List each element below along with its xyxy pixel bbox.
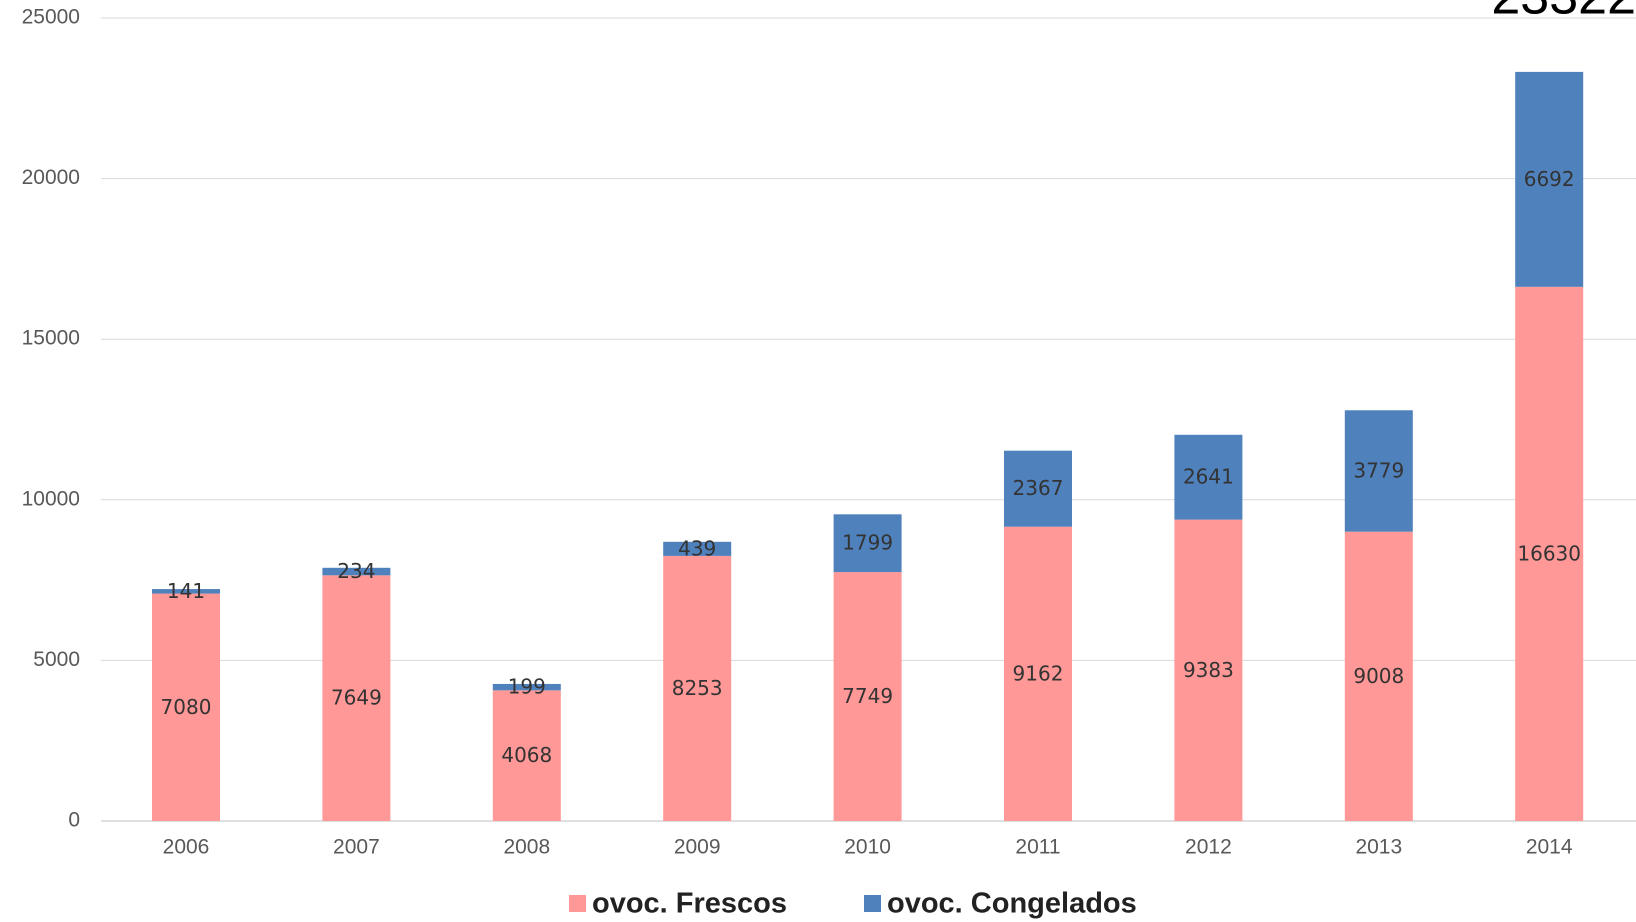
bar-segment: [1004, 526, 1072, 821]
legend-label: ovoc. Frescos: [592, 888, 787, 920]
x-tick-label: 2013: [1355, 836, 1402, 859]
bar-segment: [1174, 434, 1243, 520]
value-label: 234: [337, 559, 375, 583]
x-tick-label: 2011: [1015, 836, 1060, 859]
value-label: 4068: [501, 743, 552, 767]
value-label: 9162: [1013, 661, 1064, 685]
x-tick-label: 2007: [333, 836, 380, 859]
bar-segment: [152, 589, 220, 594]
bar-segment: [322, 575, 391, 821]
value-label: 6692: [1524, 167, 1575, 191]
value-label: 2367: [1013, 476, 1064, 500]
y-tick-label: 25000: [22, 6, 80, 29]
value-label: 199: [508, 675, 546, 699]
value-label: 7080: [161, 695, 212, 719]
bar-segment: [1344, 410, 1413, 532]
bar-segment: [1515, 286, 1584, 822]
x-tick-label: 2009: [674, 836, 721, 859]
x-tick-label: 2006: [163, 836, 210, 859]
value-label: 439: [678, 536, 716, 560]
value-label: 3779: [1353, 458, 1404, 482]
value-label: 7749: [842, 684, 893, 708]
legend-swatch: [864, 895, 881, 912]
bar-segment: [322, 567, 391, 576]
bar-segment: [833, 572, 902, 821]
bar-segment: [492, 690, 561, 821]
value-label: 16630: [1517, 541, 1581, 565]
value-label: 8253: [672, 676, 723, 700]
y-tick-label: 15000: [22, 327, 80, 350]
annotation: 23322: [1491, 0, 1636, 26]
bar-segment: [1174, 519, 1243, 821]
bar-segment: [663, 555, 732, 821]
value-label: 1799: [842, 531, 893, 555]
value-label: 9008: [1353, 664, 1404, 688]
legend-label: ovoc. Congelados: [887, 888, 1137, 920]
value-label: 9383: [1183, 658, 1234, 682]
value-label: 141: [167, 579, 205, 603]
legend-swatch: [569, 895, 586, 912]
x-tick-label: 2008: [503, 836, 550, 859]
x-tick-label: 2014: [1526, 836, 1573, 859]
bar-segment: [152, 593, 220, 821]
bar-segment: [663, 541, 732, 556]
bar-segment: [1004, 450, 1072, 527]
bar-segment: [833, 514, 902, 573]
y-tick-label: 10000: [22, 487, 80, 510]
x-tick-label: 2012: [1185, 836, 1232, 859]
y-tick-label: 5000: [33, 648, 80, 671]
bar-segment: [492, 683, 561, 691]
y-tick-label: 0: [68, 809, 80, 832]
bar-segment: [1344, 531, 1413, 821]
value-label: 7649: [331, 686, 382, 710]
bar-segment: [1515, 71, 1584, 287]
x-tick-label: 2010: [844, 836, 891, 859]
y-tick-label: 20000: [22, 166, 80, 189]
value-label: 2641: [1183, 465, 1234, 489]
